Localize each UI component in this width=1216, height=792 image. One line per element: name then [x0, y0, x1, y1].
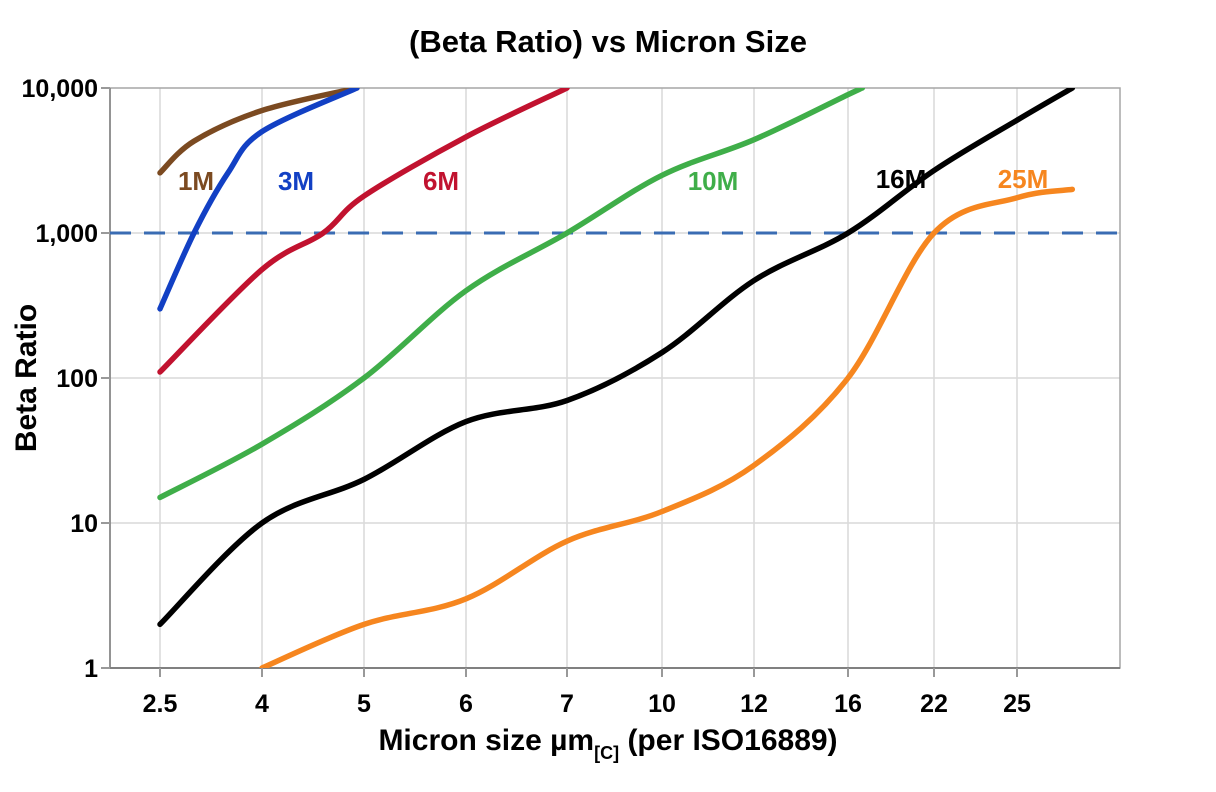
- curve-1M: [157, 88, 360, 176]
- curve-3M: [157, 88, 360, 312]
- chart-title: (Beta Ratio) vs Micron Size: [409, 24, 807, 59]
- x-tick-label-7: 7: [560, 690, 574, 718]
- y-tick-label-1: 1: [84, 655, 98, 683]
- curve-16M: [157, 88, 1076, 628]
- x-tick-label-25: 25: [1003, 690, 1031, 718]
- y-tick-label-10: 10: [70, 510, 98, 538]
- x-tick-label-6: 6: [459, 690, 473, 718]
- series-label-25M: 25M: [998, 164, 1049, 194]
- curve-25M: [259, 186, 1076, 668]
- series-label-1M: 1M: [178, 166, 214, 196]
- series-label-10M: 10M: [688, 166, 739, 196]
- x-tick-label-4: 4: [255, 690, 269, 718]
- x-tick-label-22: 22: [920, 690, 948, 718]
- x-axis-title-prefix: Micron size µm: [378, 724, 595, 757]
- x-axis-title-subscript: [C]: [594, 743, 620, 763]
- x-tick-label-12: 12: [740, 690, 768, 718]
- series-label-3M: 3M: [278, 166, 314, 196]
- curve-6M: [157, 88, 570, 375]
- x-tick-label-16: 16: [834, 690, 862, 718]
- x-tick-label-5: 5: [357, 690, 371, 718]
- series-label-16M: 16M: [876, 164, 927, 194]
- y-tick-label-100: 100: [56, 365, 98, 393]
- x-axis-title: Micron size µm[C] (per ISO16889): [0, 724, 1216, 763]
- x-tick-label-10: 10: [648, 690, 676, 718]
- y-tick-label-1,000: 1,000: [35, 220, 98, 248]
- y-tick-label-10,000: 10,000: [22, 75, 98, 103]
- x-tick-label-2.5: 2.5: [143, 690, 178, 718]
- series-label-6M: 6M: [423, 166, 459, 196]
- x-axis-title-suffix: (per ISO16889): [619, 724, 838, 757]
- curve-10M: [157, 88, 866, 501]
